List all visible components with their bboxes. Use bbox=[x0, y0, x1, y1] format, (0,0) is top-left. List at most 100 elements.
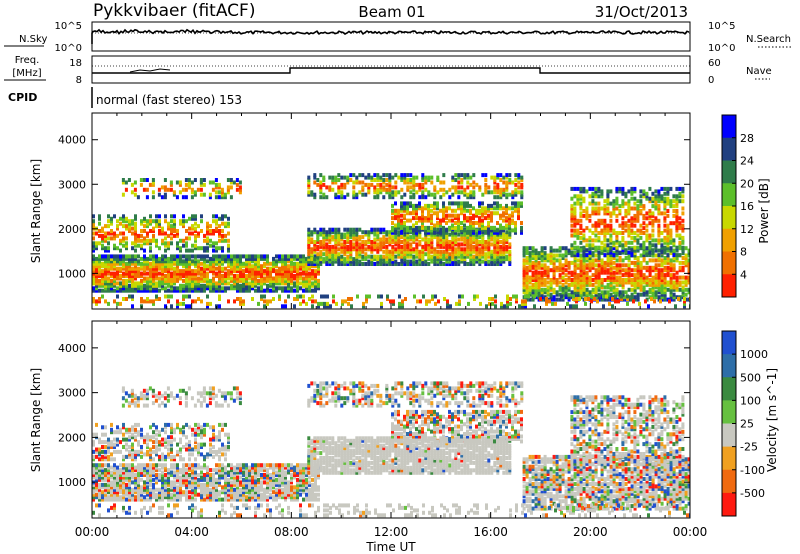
power-cell bbox=[606, 295, 610, 300]
power-cell bbox=[636, 199, 640, 204]
power-cell bbox=[546, 253, 550, 258]
power-cell bbox=[570, 282, 574, 287]
velocity-cell bbox=[146, 492, 149, 497]
power-cell bbox=[92, 288, 95, 293]
power-cell bbox=[591, 263, 595, 268]
power-cell bbox=[442, 252, 446, 257]
power-cell bbox=[377, 294, 380, 299]
power-cell bbox=[621, 273, 625, 278]
velocity-cell bbox=[125, 485, 128, 490]
power-cell bbox=[403, 242, 407, 247]
power-cell bbox=[654, 282, 658, 287]
power-cell bbox=[139, 182, 143, 187]
power-cell bbox=[666, 240, 670, 245]
power-cell bbox=[287, 276, 290, 281]
power-cell bbox=[316, 237, 320, 242]
power-cell bbox=[502, 244, 506, 249]
power-cell bbox=[290, 261, 293, 266]
power-cell bbox=[167, 256, 170, 261]
power-cell bbox=[319, 230, 323, 235]
power-cell bbox=[579, 282, 583, 287]
power-cell bbox=[328, 252, 332, 257]
power-cell bbox=[421, 249, 425, 254]
power-cell bbox=[379, 262, 383, 266]
power-cell bbox=[394, 192, 398, 197]
velocity-cell bbox=[116, 470, 119, 475]
power-cell bbox=[403, 203, 406, 208]
power-cell bbox=[436, 201, 439, 206]
power-cell bbox=[636, 240, 640, 245]
power-cell bbox=[337, 237, 341, 242]
power-cell bbox=[648, 196, 652, 201]
power-cell bbox=[457, 232, 461, 237]
power-cell bbox=[454, 208, 457, 213]
power-cell bbox=[585, 280, 589, 285]
power-cell bbox=[454, 254, 458, 259]
power-cell bbox=[460, 211, 463, 216]
power-cell bbox=[323, 301, 326, 306]
velocity-cell bbox=[110, 495, 113, 500]
power-cell bbox=[666, 199, 670, 204]
power-cell bbox=[355, 262, 359, 266]
power-cell bbox=[430, 259, 434, 264]
power-cell bbox=[552, 248, 556, 253]
power-cell bbox=[110, 256, 113, 261]
velocity-cell bbox=[104, 492, 107, 497]
power-cell bbox=[104, 269, 107, 274]
power-cell bbox=[582, 287, 586, 292]
power-cell bbox=[487, 235, 491, 240]
power-cell bbox=[346, 175, 350, 180]
power-cell bbox=[663, 228, 667, 233]
power-cell bbox=[663, 273, 667, 278]
power-cell bbox=[158, 283, 161, 288]
power-cell bbox=[537, 265, 541, 270]
power-cell bbox=[639, 285, 643, 290]
power-cell bbox=[591, 194, 595, 199]
power-cell bbox=[606, 191, 610, 196]
velocity-cell bbox=[119, 463, 122, 468]
power-cell bbox=[364, 247, 368, 252]
power-cell bbox=[362, 301, 365, 306]
power-cell bbox=[669, 221, 673, 226]
power-cell bbox=[364, 232, 368, 237]
power-cell bbox=[278, 281, 281, 286]
power-cell bbox=[367, 182, 371, 187]
power-cell bbox=[558, 248, 562, 253]
power-cell bbox=[487, 259, 491, 264]
power-cell bbox=[119, 221, 122, 226]
power-cell bbox=[376, 237, 380, 242]
power-cell bbox=[203, 248, 206, 253]
power-cell bbox=[221, 254, 224, 259]
power-cell bbox=[591, 211, 595, 216]
power-cell bbox=[514, 182, 518, 187]
power-cell bbox=[490, 249, 494, 254]
power-cell bbox=[678, 282, 682, 287]
power-cell bbox=[424, 195, 428, 200]
power-cell bbox=[308, 266, 311, 271]
power-cell bbox=[484, 262, 488, 266]
power-cell bbox=[481, 254, 485, 259]
power-cell bbox=[388, 240, 392, 244]
power-cell bbox=[269, 278, 272, 283]
power-cell bbox=[179, 271, 182, 276]
power-cell bbox=[525, 260, 529, 265]
velocity-cell bbox=[131, 495, 134, 500]
power-cell bbox=[442, 208, 445, 213]
power-cell bbox=[669, 265, 673, 270]
power-cell bbox=[591, 265, 595, 270]
power-cell bbox=[152, 274, 155, 278]
velocity-cell bbox=[128, 490, 131, 495]
velocity-cell bbox=[101, 492, 104, 497]
power-cell bbox=[406, 180, 410, 185]
power-cell bbox=[585, 248, 589, 253]
power-cell bbox=[633, 231, 637, 235]
power-cell bbox=[478, 221, 481, 225]
power-cell bbox=[433, 262, 437, 266]
power-cell bbox=[319, 252, 323, 257]
power-cell bbox=[194, 286, 197, 291]
velocity-cell bbox=[125, 482, 128, 487]
power-cell bbox=[206, 221, 209, 226]
velocity-cell bbox=[104, 487, 107, 492]
power-cell bbox=[188, 259, 191, 264]
power-cell bbox=[517, 173, 521, 178]
